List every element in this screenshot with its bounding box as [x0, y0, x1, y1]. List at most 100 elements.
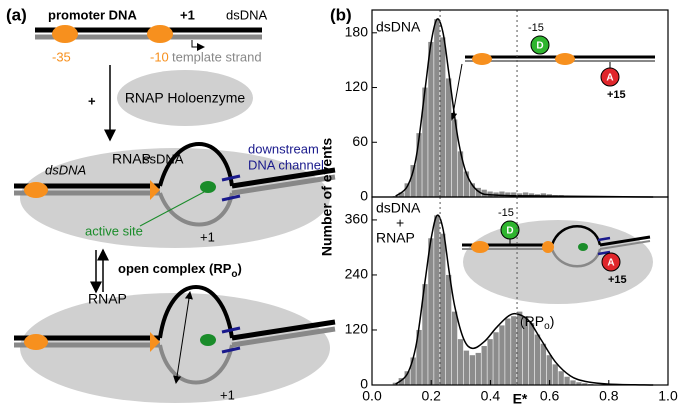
label: +	[88, 93, 96, 108]
promoter-element	[555, 53, 575, 65]
y-axis-label: Number of events	[319, 138, 335, 256]
distance-arrow	[173, 291, 193, 384]
label: downstream	[248, 141, 319, 156]
fit-line	[395, 18, 654, 198]
bar	[517, 311, 523, 385]
bar	[440, 37, 446, 198]
bar	[481, 189, 487, 197]
donor	[530, 35, 550, 55]
label: -10	[150, 49, 169, 64]
label: )	[238, 261, 242, 276]
bar	[392, 382, 399, 385]
bar	[422, 284, 428, 385]
y-tick-label: 120	[345, 78, 369, 94]
inset-label: (RP	[520, 313, 544, 329]
bar	[434, 215, 440, 385]
y-tick-label: 360	[345, 211, 369, 227]
channel	[221, 326, 241, 334]
dna-strand	[231, 319, 336, 341]
bar	[534, 334, 541, 385]
fit-line	[395, 214, 654, 386]
channel	[597, 236, 611, 242]
dna-strand	[599, 240, 651, 250]
label: RNAP	[88, 291, 127, 307]
bar	[446, 274, 452, 385]
ssdna	[158, 344, 234, 385]
y-tick-label: 0	[360, 376, 368, 392]
label: RNAP	[112, 151, 151, 167]
active-site	[200, 181, 216, 193]
bar	[463, 171, 470, 197]
bar	[499, 191, 505, 197]
panel-label: (a)	[6, 5, 27, 24]
channel	[221, 346, 241, 354]
active-site	[200, 334, 216, 346]
channel	[221, 174, 241, 182]
bar	[493, 332, 499, 385]
bar	[540, 343, 547, 385]
inset-label: -15	[528, 22, 544, 34]
bar	[434, 19, 440, 198]
promoter-element	[472, 53, 492, 65]
label: open complex (RPo)	[118, 261, 242, 279]
bar	[570, 380, 576, 385]
promoter-element	[150, 180, 160, 200]
inset-label: D	[536, 41, 543, 52]
rnap	[20, 293, 330, 403]
inset-label: A	[607, 258, 614, 269]
promoter-element	[471, 241, 489, 253]
bar	[446, 78, 452, 197]
x-tick-label: 0.0	[362, 388, 382, 404]
inset-label: +15	[607, 89, 626, 101]
chart-label: RNAP	[376, 230, 415, 246]
panel-a: (a) promoter DNA +1 dsDNA -35 -10 templa…	[6, 5, 336, 403]
bar	[451, 311, 458, 385]
bar	[428, 41, 434, 197]
bar	[416, 329, 422, 385]
promoter-element	[147, 25, 173, 43]
bar	[540, 193, 547, 197]
bar	[416, 133, 422, 197]
chart-label: dsDNA	[376, 200, 421, 216]
bar	[398, 378, 404, 385]
label: -35	[52, 49, 71, 64]
dna-strand	[231, 326, 336, 348]
label: ssDNA	[143, 151, 184, 166]
ssdna	[550, 248, 602, 268]
bar	[564, 376, 570, 385]
y-tick-label: 60	[352, 133, 368, 149]
promoter-element	[24, 334, 48, 350]
panel-label: (b)	[330, 5, 352, 24]
bar	[404, 183, 410, 197]
label: dsDNA	[45, 162, 86, 177]
inset-label: )	[550, 313, 555, 329]
acceptor	[600, 67, 620, 87]
bar	[528, 323, 535, 385]
chart-label: dsDNA	[376, 19, 421, 35]
inset-label: -15	[498, 207, 514, 219]
start-arrow	[191, 40, 205, 51]
dna-strand	[231, 167, 336, 189]
y-tick-label: 0	[360, 188, 368, 204]
label: dsDNA	[226, 7, 268, 22]
bar	[505, 192, 511, 197]
channel	[597, 250, 611, 256]
bar	[481, 346, 487, 385]
bar	[475, 352, 481, 385]
x-axis-label: E*	[513, 391, 528, 407]
bar	[576, 382, 582, 385]
bar	[469, 183, 475, 197]
rnap	[463, 220, 653, 304]
promoter-element	[52, 25, 78, 43]
chart-label: +	[396, 215, 404, 231]
ssdna	[158, 142, 234, 187]
bar	[487, 339, 493, 385]
inset-label: D	[506, 226, 513, 237]
x-tick-label: 0.6	[540, 388, 560, 404]
bar	[398, 192, 404, 197]
bar	[440, 233, 446, 385]
dna-strand	[599, 235, 651, 247]
promoter-element	[542, 241, 554, 253]
bar	[475, 187, 481, 197]
